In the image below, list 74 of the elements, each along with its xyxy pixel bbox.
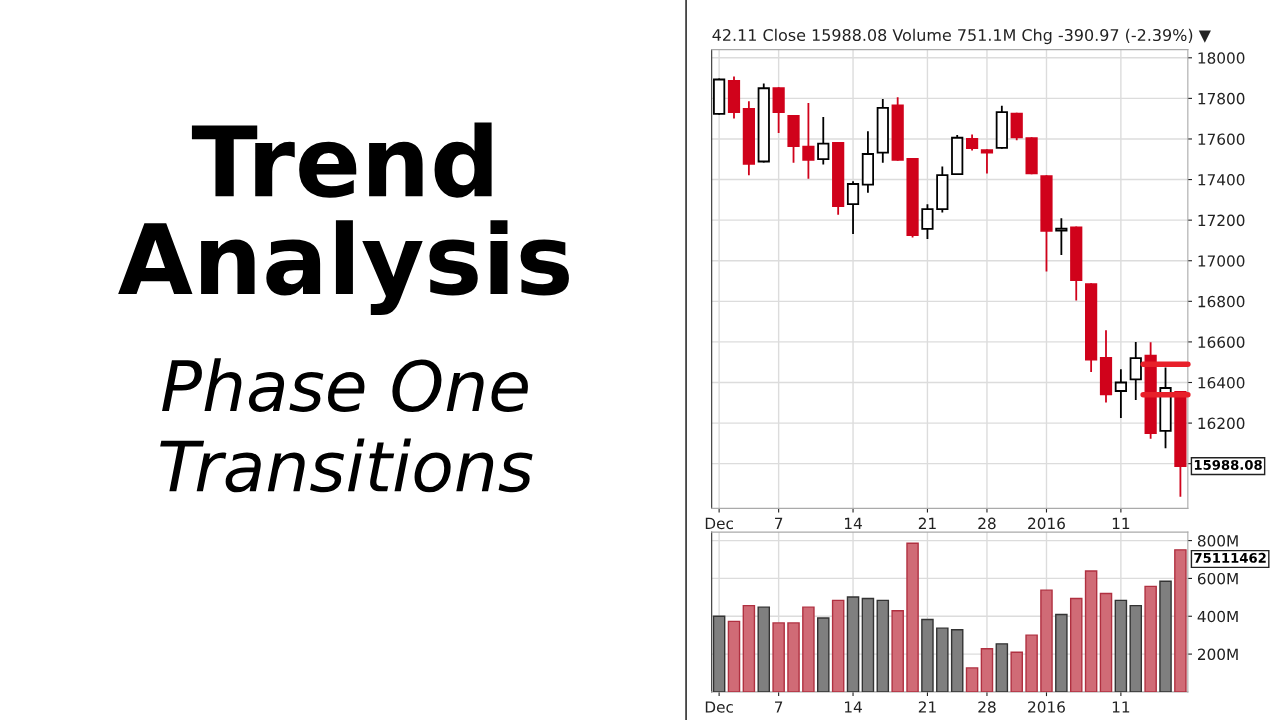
bar [1025,634,1038,692]
bar [1055,613,1068,692]
x-tick-label: Dec [705,701,733,713]
bar [965,667,979,692]
bar [891,610,904,692]
candlestick [772,87,785,133]
candlestick [921,204,934,240]
x-tick-label: 7 [775,701,783,713]
text: Phase One Transitions [160,358,533,493]
y-tick-label: 16400 [1198,376,1245,389]
x-tick-label: 28 [978,517,996,530]
bar [1174,549,1187,692]
text: 42.11 Close 15988.08 Volume 751.1M Chg -390.97 (-2.39%) ▼ [712,28,1211,45]
y-tick-label: 18000 [1198,52,1245,64]
y-tick-label: 17600 [1198,133,1245,145]
bar [787,622,800,692]
y-tick-label: 17000 [1198,255,1245,267]
y-tick-label: 600M [1197,572,1238,585]
bar [906,542,919,692]
bar [980,648,994,692]
x-tick-label: 14 [845,701,862,713]
text: 75111462 [1194,552,1266,563]
bar [831,599,845,692]
x-tick-label: 21 [918,517,936,529]
y-tick-label: 16800 [1198,295,1245,308]
y-tick-label: 200M [1197,648,1238,661]
candlestick [846,181,860,235]
bar [995,643,1009,692]
bar [1069,597,1083,692]
y-tick-label: 16600 [1198,336,1245,348]
x-tick-label: 2016 [1028,517,1065,530]
bar [1159,580,1172,692]
bar [817,617,830,692]
candlestick [1055,218,1068,255]
y-tick-label: 17200 [1198,214,1245,227]
bar [772,622,785,692]
x-tick-label: 7 [775,517,783,529]
y-tick-label: 400M [1197,610,1238,623]
y-tick-label: 16200 [1198,417,1245,430]
candlestick [1114,369,1127,418]
bar [921,618,934,692]
y-tick-label: 800M [1197,535,1238,547]
bar [846,596,860,692]
x-tick-label: 21 [918,701,936,713]
x-tick-label: Dec [705,517,733,530]
x-tick-label: 14 [845,517,862,529]
bar [742,604,756,692]
bar [950,628,964,692]
bar [757,606,771,692]
candlestick [817,116,830,165]
bar [861,597,875,692]
x-tick-label: 11 [1112,701,1130,713]
bar [1010,651,1023,692]
text: 15988.08 [1194,459,1262,470]
x-tick-label: 28 [978,701,996,713]
bar [802,606,815,692]
x-tick-label: 11 [1112,517,1130,529]
bar [1144,585,1157,692]
x-tick-label: 2016 [1028,701,1065,713]
candlestick [1010,112,1023,141]
bar [1084,570,1098,692]
y-tick-label: 17800 [1198,92,1245,105]
bar [876,599,890,692]
bar [727,620,741,692]
bar [1040,589,1053,692]
y-tick-label: 17400 [1198,174,1245,186]
text: Trend Analysis [118,122,569,316]
bar [1099,592,1113,692]
bar [1129,604,1143,692]
candlestick [802,102,815,179]
bar [936,627,949,692]
candlestick [1129,342,1142,401]
candlestick [980,149,994,174]
bar [1114,599,1128,692]
